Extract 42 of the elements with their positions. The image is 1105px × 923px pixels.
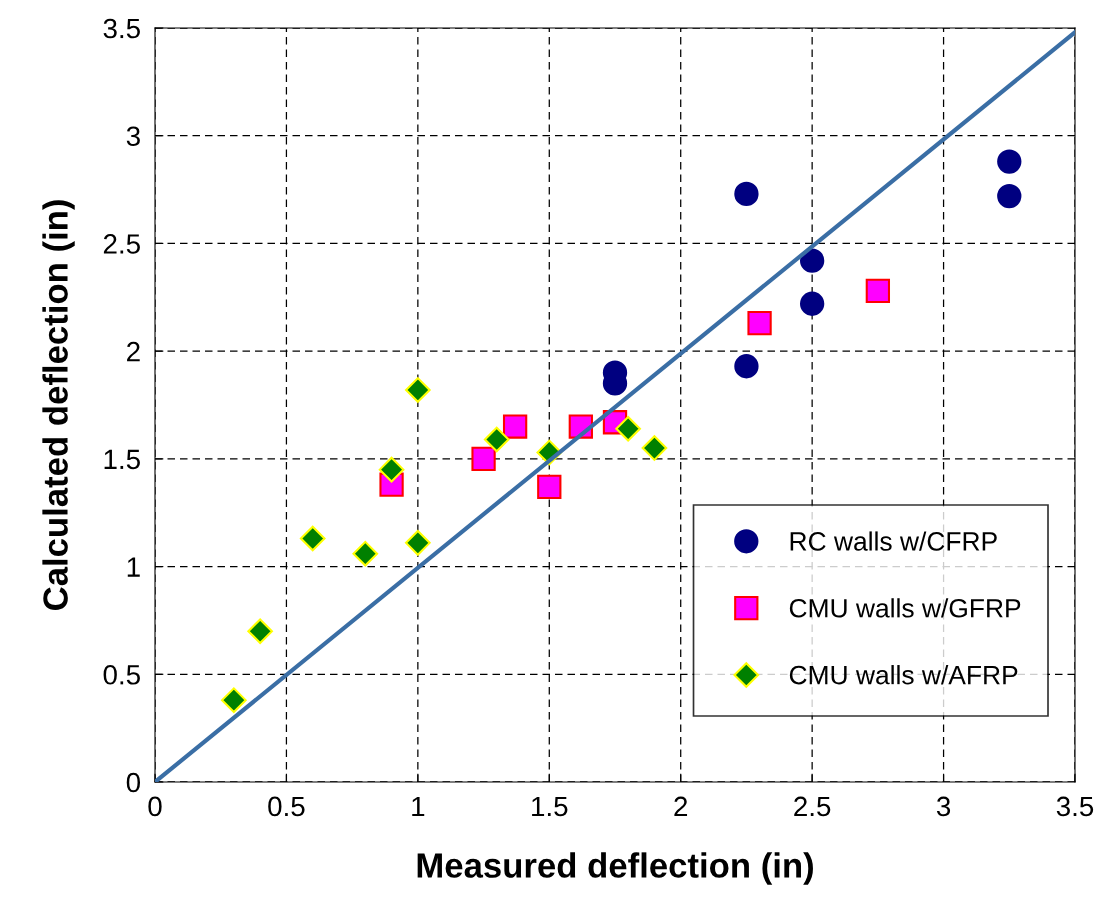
point xyxy=(615,415,641,442)
legend-label: CMU walls w/AFRP xyxy=(789,665,1018,685)
x-axis-title: Measured deflection (in) xyxy=(417,852,813,885)
x-tick-label: 1.5 xyxy=(532,796,568,817)
y-tick-label: 3.5 xyxy=(103,18,140,39)
point xyxy=(799,248,825,273)
x-tick-label: 0.5 xyxy=(268,796,305,817)
legend-label: RC walls w/CFRP xyxy=(790,531,997,551)
point xyxy=(799,291,825,316)
x-tick-label: 2.5 xyxy=(794,796,831,817)
point xyxy=(299,525,326,552)
y-tick-label: 0 xyxy=(126,772,141,793)
y-tick-label: 2.5 xyxy=(103,234,140,254)
point xyxy=(247,618,273,645)
point xyxy=(997,149,1022,174)
point xyxy=(641,435,668,461)
point xyxy=(352,540,379,567)
y-tick-label: 3 xyxy=(126,126,140,147)
point xyxy=(378,456,405,483)
point xyxy=(734,181,759,207)
point xyxy=(502,414,528,439)
point xyxy=(734,354,759,379)
point xyxy=(997,183,1022,209)
point xyxy=(865,278,891,303)
y-tick-label: 2 xyxy=(127,341,140,362)
x-tick-label: 3 xyxy=(936,796,951,817)
point xyxy=(537,474,562,500)
point xyxy=(221,687,247,713)
y-tick-label: 1 xyxy=(127,557,140,577)
x-tick-label: 3.5 xyxy=(1056,796,1094,817)
x-tick-label: 1 xyxy=(412,796,425,817)
point xyxy=(405,377,431,403)
point xyxy=(483,426,510,453)
point xyxy=(471,446,496,472)
legend-label: CMU walls w/GFRP xyxy=(789,598,1021,618)
y-tick-label: 1.5 xyxy=(104,449,140,470)
point xyxy=(405,530,431,556)
y-tick-label: 0.5 xyxy=(103,664,140,685)
x-tick-label: 0 xyxy=(148,796,162,817)
y-axis-title: Calculated deflection (in) xyxy=(42,200,75,610)
x-tick-label: 2 xyxy=(674,796,688,817)
point xyxy=(747,310,772,336)
